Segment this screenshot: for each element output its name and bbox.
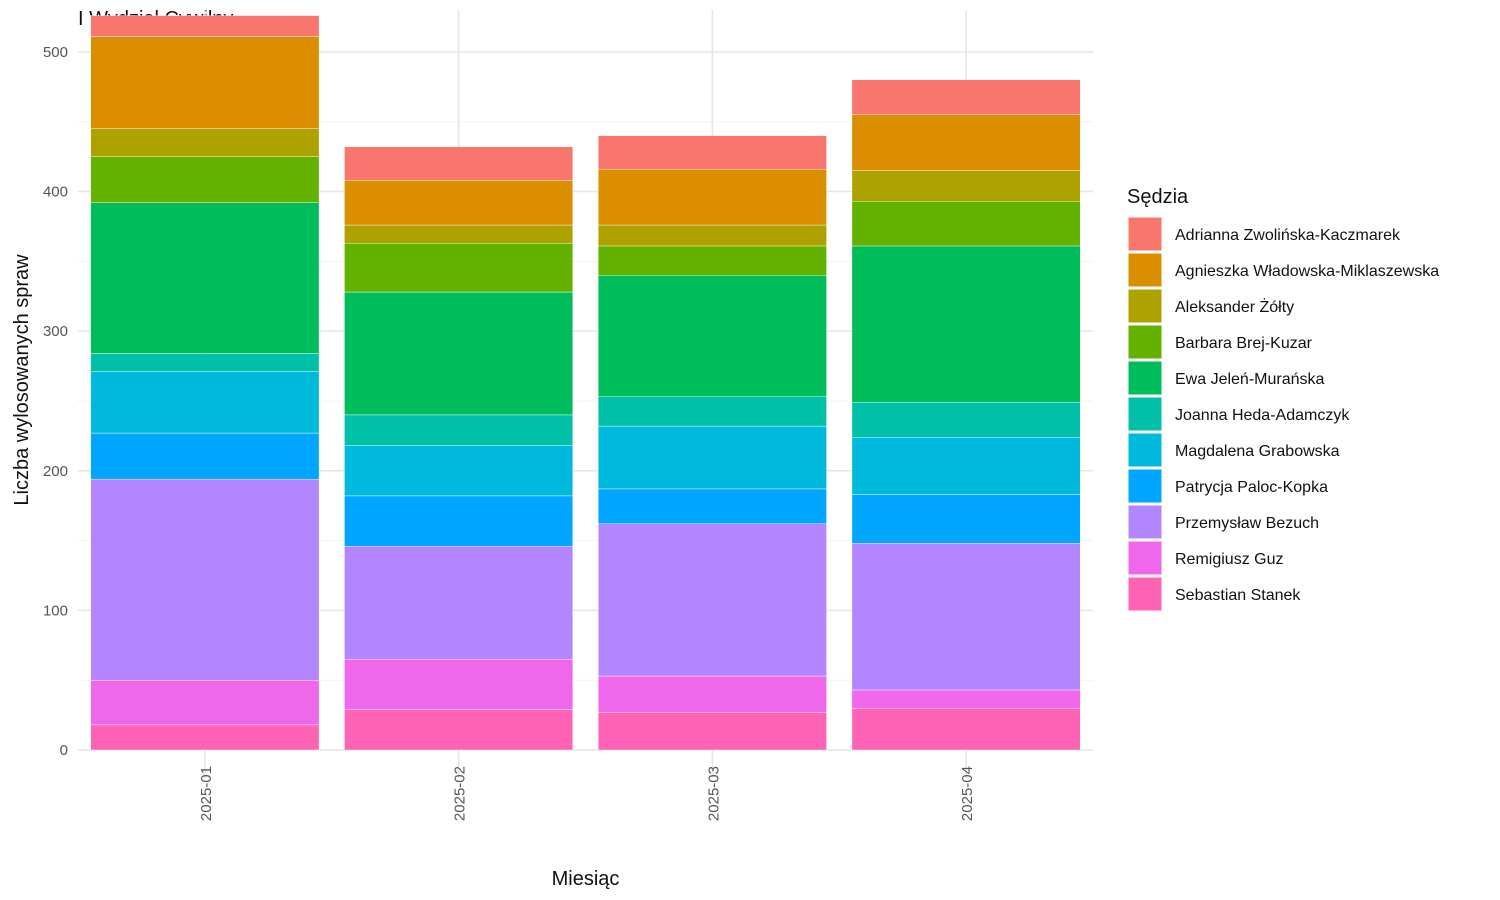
bar-segment — [597, 275, 827, 397]
bar-segment — [90, 478, 320, 681]
legend-key — [1127, 468, 1163, 504]
legend-label: Remigiusz Guz — [1175, 551, 1283, 568]
bar-segment — [344, 709, 574, 751]
legend-key — [1127, 396, 1163, 432]
y-tick-label: 300 — [43, 323, 68, 340]
bar-segment — [851, 494, 1081, 544]
bar-segment — [90, 36, 320, 129]
x-tick-label: 2025-01 — [198, 766, 215, 821]
bar-segment — [851, 402, 1081, 438]
legend-key — [1127, 504, 1163, 540]
bar-segment — [344, 291, 574, 416]
bar-segment — [344, 224, 574, 244]
bar-segment — [597, 135, 827, 170]
legend-key — [1127, 324, 1163, 360]
legend-key — [1127, 576, 1163, 612]
bar-segment — [90, 128, 320, 157]
bar-segment — [90, 15, 320, 37]
bar-segment — [851, 437, 1081, 495]
x-axis-title: Miesiąc — [552, 868, 620, 890]
y-tick-label: 200 — [43, 463, 68, 480]
bar-segment — [344, 545, 574, 660]
bar-segment — [851, 79, 1081, 115]
bar-segment — [344, 659, 574, 710]
x-tick-label: 2025-02 — [452, 766, 469, 821]
legend-label: Sebastian Stanek — [1175, 587, 1301, 604]
legend-label: Ewa Jeleń-Murańska — [1175, 371, 1325, 388]
legend-key — [1127, 360, 1163, 396]
bar-segment — [90, 371, 320, 434]
legend-label: Adrianna Zwolińska-Kaczmarek — [1175, 227, 1401, 244]
bar-segment — [851, 689, 1081, 709]
legend-key — [1127, 288, 1163, 324]
bar-segment — [344, 180, 574, 226]
bar-segment — [851, 170, 1081, 202]
x-tick-label: 2025-03 — [705, 766, 722, 821]
legend-label: Aleksander Żółty — [1175, 297, 1294, 316]
y-tick-label: 0 — [60, 742, 68, 759]
bar-segment — [851, 114, 1081, 171]
bar-segment — [597, 396, 827, 427]
legend-label: Przemysław Bezuch — [1175, 515, 1319, 532]
bar-segment — [597, 488, 827, 525]
legend-label: Agnieszka Władowska-Miklaszewska — [1175, 263, 1439, 280]
legend-key — [1127, 216, 1163, 252]
bar-segment — [851, 201, 1081, 247]
bar-segment — [597, 425, 827, 490]
legend-label: Joanna Heda-Adamczyk — [1175, 407, 1350, 424]
bar-segment — [90, 432, 320, 480]
bar-segment — [344, 445, 574, 497]
legend-key — [1127, 432, 1163, 468]
bar-segment — [597, 523, 827, 677]
x-tick-label: 2025-04 — [959, 766, 976, 821]
bar-segment — [344, 146, 574, 181]
legend-label: Patrycja Paloc-Kopka — [1175, 479, 1328, 496]
legend-label: Magdalena Grabowska — [1175, 443, 1340, 460]
bar-segment — [90, 353, 320, 372]
y-tick-label: 400 — [43, 184, 68, 201]
bar-segment — [597, 168, 827, 226]
bar-segment — [90, 202, 320, 354]
legend-key — [1127, 540, 1163, 576]
legend-key — [1127, 252, 1163, 288]
bar-segment — [90, 724, 320, 751]
y-tick-label: 100 — [43, 602, 68, 619]
bar-segment — [597, 675, 827, 713]
bar-segment — [597, 224, 827, 247]
bar-segment — [851, 245, 1081, 403]
bar-segment — [344, 495, 574, 547]
bar-segment — [851, 543, 1081, 691]
bar-segment — [90, 679, 320, 726]
bar-segment — [90, 156, 320, 203]
legend-title: Sędzia — [1127, 186, 1189, 208]
bar-segment — [344, 242, 574, 293]
bar-segment — [344, 414, 574, 446]
y-tick-label: 500 — [43, 44, 68, 61]
legend-label: Barbara Brej-Kuzar — [1175, 335, 1313, 352]
bar-segment — [597, 712, 827, 751]
y-axis-title: Liczba wylosowanych spraw — [11, 254, 33, 506]
bar-segment — [597, 245, 827, 276]
bar-segment — [851, 707, 1081, 751]
